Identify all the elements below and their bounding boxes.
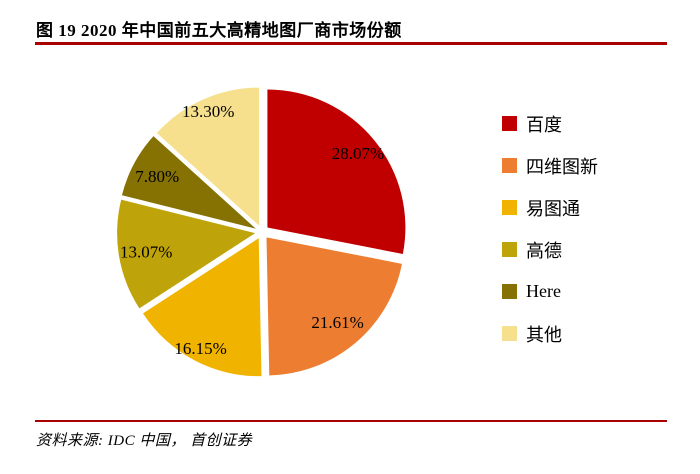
legend-item-百度: 百度: [502, 112, 598, 135]
legend-item-高德: 高德: [502, 238, 598, 261]
legend-item-四维图新: 四维图新: [502, 154, 598, 177]
slice-percentage-label: 13.07%: [120, 242, 172, 261]
pie-chart-svg: 28.07% 21.61% 16.15% 13.07% 7.80% 13.30%: [117, 87, 406, 377]
legend-label: 高德: [526, 240, 562, 261]
legend-swatch: [502, 284, 517, 299]
legend-item-Here: Here: [502, 280, 598, 303]
legend-item-其他: 其他: [502, 322, 598, 345]
legend-label: 易图通: [526, 198, 580, 219]
slice-percentage-label: 7.80%: [135, 167, 179, 186]
pie-slice-四维图新: [266, 237, 402, 376]
slice-percentage-label: 13.30%: [182, 102, 234, 121]
slice-percentage-label: 28.07%: [332, 144, 384, 163]
title-rule-divider: [35, 42, 667, 45]
slice-percentage-label: 21.61%: [311, 313, 363, 332]
pie-slice-百度: [267, 89, 406, 255]
legend-swatch: [502, 326, 517, 341]
pie-slice-高德: [117, 199, 256, 309]
pie-chart: 28.07% 21.61% 16.15% 13.07% 7.80% 13.30%: [72, 42, 452, 422]
footer-rule-divider: [35, 420, 667, 422]
data-source-note: 资料来源: IDC 中国， 首创证券: [36, 433, 253, 449]
slice-percentage-label: 16.15%: [174, 339, 226, 358]
pie-slice-易图通: [143, 238, 262, 377]
legend-label: 百度: [526, 114, 562, 135]
legend-swatch: [502, 158, 517, 173]
legend-label: 四维图新: [526, 156, 598, 177]
legend-swatch: [502, 200, 517, 215]
legend-swatch: [502, 242, 517, 257]
legend-label: 其他: [526, 324, 562, 345]
pie-slice-其他: [156, 87, 260, 226]
legend-swatch: [502, 116, 517, 131]
chart-title: 图 19 2020 年中国前五大高精地图厂商市场份额: [36, 21, 402, 40]
legend-item-易图通: 易图通: [502, 196, 598, 219]
chart-legend: 百度四维图新易图通高德 Here 其他: [502, 112, 598, 345]
pie-slice-Here: [121, 136, 256, 229]
legend-label: Here: [526, 281, 561, 301]
